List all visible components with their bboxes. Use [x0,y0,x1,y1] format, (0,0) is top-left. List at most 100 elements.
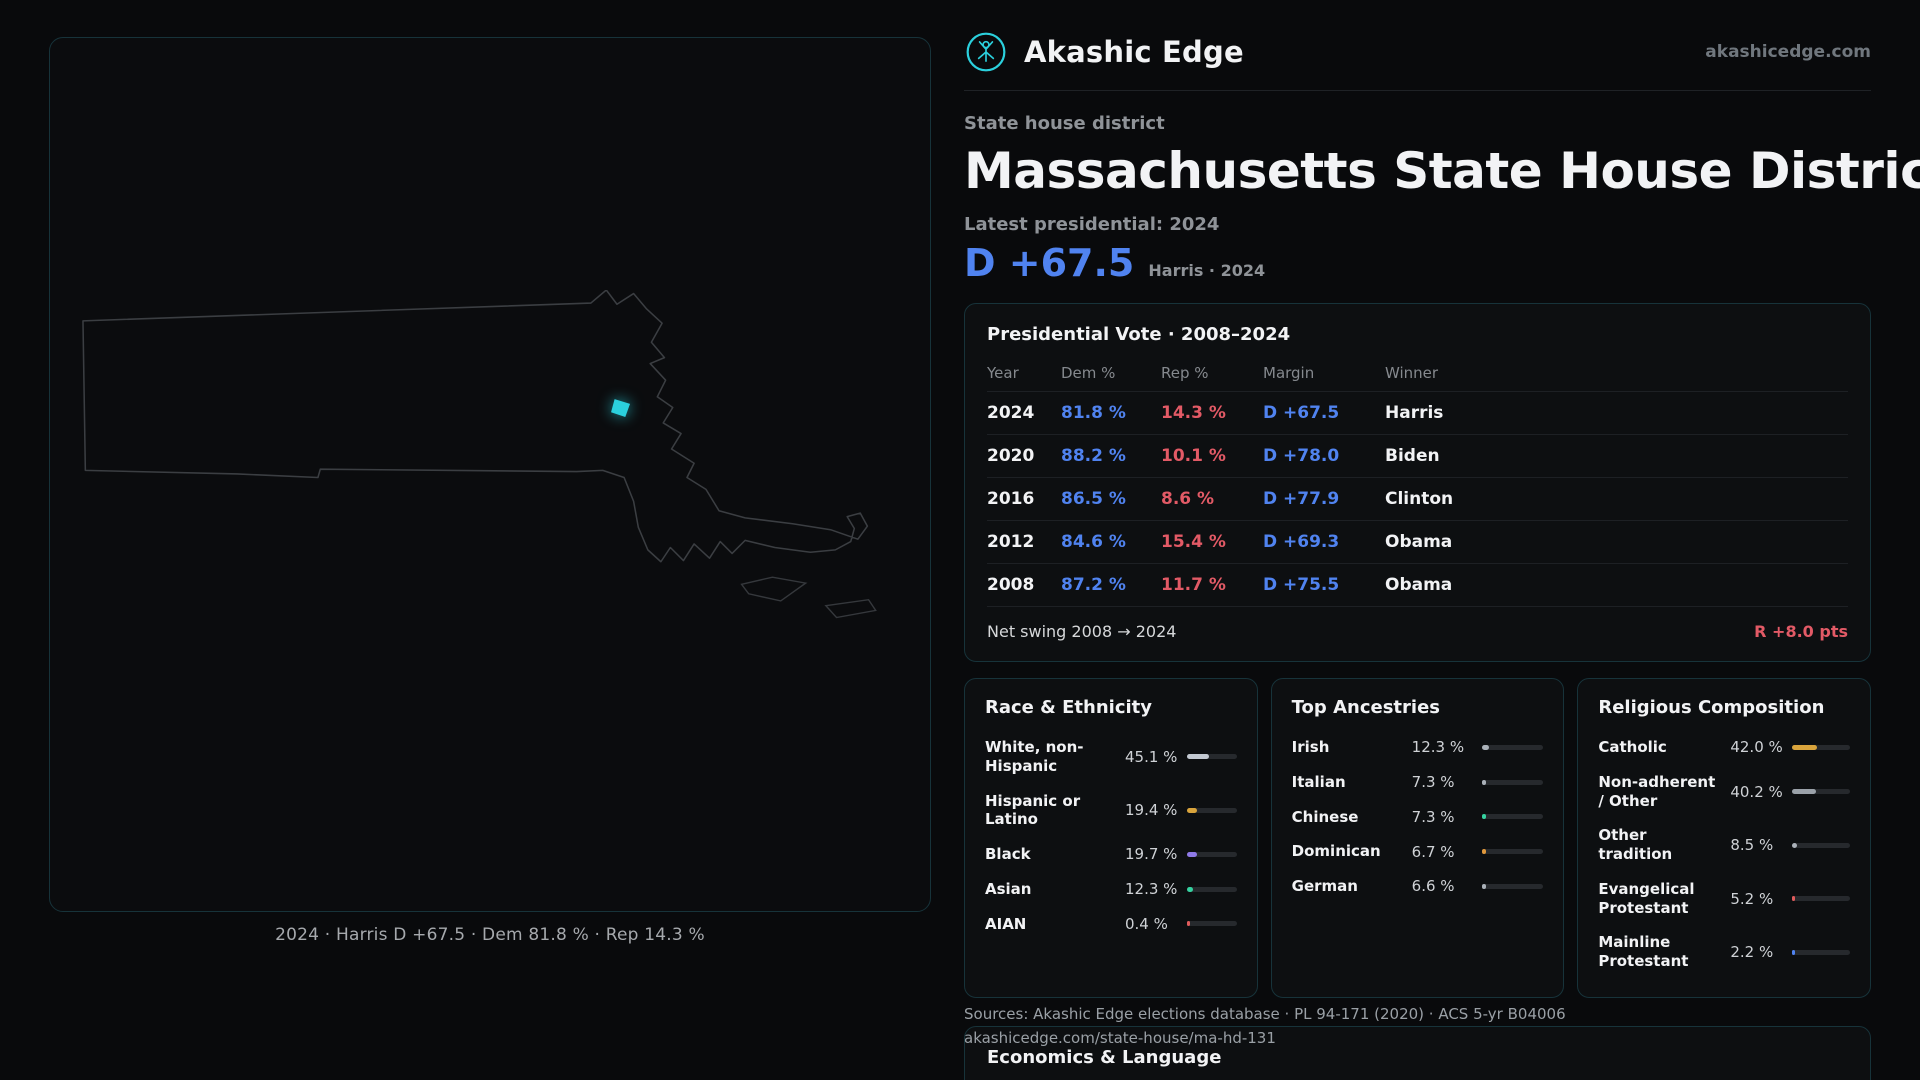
race-value: 45.1 % [1125,747,1178,766]
margin-cell: D +75.5 [1263,575,1340,595]
ancestry-bar-fill [1481,814,1487,820]
table-row: 2020 88.2 % 10.1 % D +78.0 Biden [987,435,1848,478]
year-cell: 2024 [987,403,1035,423]
headline-margin: D +67.5 Harris · 2024 [964,241,1871,285]
list-item: Evangelical Protestant 5.2 % [1598,872,1851,926]
religion-bar-fill [1792,896,1796,901]
religion-value: 40.2 % [1730,782,1783,801]
race-bar-fill [1187,851,1197,857]
race-label: Hispanic or Latino [985,791,1081,829]
religion-bar [1792,744,1851,750]
list-item: AIAN 0.4 % [985,907,1237,942]
latest-presidential-label: Latest presidential: 2024 [964,214,1220,235]
rep-cell: 14.3 % [1161,403,1226,423]
religion-list: Catholic 42.0 % Non-adherent / Other 40.… [1598,730,1851,979]
margin-cell: D +77.9 [1263,489,1340,509]
race-bar-fill [1187,921,1190,927]
demographics-section: Race & Ethnicity White, non-Hispanic 45.… [964,678,1872,998]
ancestry-bar [1481,779,1544,785]
race-value: 12.3 % [1125,880,1178,899]
year-cell: 2020 [987,446,1035,466]
ancestries-card: Top Ancestries Irish 12.3 % Italian 7.3 … [1270,678,1565,998]
list-item: Mainline Protestant 2.2 % [1598,925,1851,979]
religion-value: 5.2 % [1730,889,1774,908]
race-value: 0.4 % [1125,914,1168,933]
religion-card: Religious Composition Catholic 42.0 % No… [1577,678,1872,998]
site-header: Akashic Edge akashicedge.com [964,0,1871,74]
ancestries-card-title: Top Ancestries [1291,697,1440,718]
site-domain-link[interactable]: akashicedge.com [1705,42,1871,62]
winner-cell: Obama [1385,532,1453,552]
margin-context: Harris · 2024 [1148,261,1266,280]
dem-cell: 81.8 % [1061,403,1126,423]
religion-bar [1792,842,1851,848]
col-dem: Dem % [1061,364,1116,382]
religion-value: 2.2 % [1730,943,1774,961]
race-label: Black [985,845,1031,863]
nantucket-outline [824,598,877,619]
race-list: White, non-Hispanic 45.1 % Hispanic or L… [985,730,1237,941]
rep-cell: 11.7 % [1161,575,1226,595]
margin-cell: D +69.3 [1263,532,1340,552]
brand-name: Akashic Edge [1024,35,1244,69]
religion-label: Evangelical Protestant [1598,879,1695,917]
dem-cell: 88.2 % [1061,446,1126,466]
ancestry-value: 6.6 % [1411,877,1455,896]
ancestry-value: 7.3 % [1411,807,1455,826]
list-item: Italian 7.3 % [1292,765,1544,800]
ancestry-label: Irish [1291,738,1330,756]
table-row: 2012 84.6 % 15.4 % D +69.3 Obama [987,521,1848,564]
header-divider [964,90,1871,91]
list-item: Irish 12.3 % [1292,730,1544,765]
rep-cell: 8.6 % [1161,489,1215,509]
ancestry-label: Italian [1291,772,1346,791]
presidential-table: Year Dem % Rep % Margin Winner 2024 81.8… [987,355,1848,641]
rep-cell: 15.4 % [1161,532,1226,552]
race-value: 19.4 % [1125,801,1178,820]
list-item: Black 19.7 % [985,837,1237,872]
year-cell: 2008 [987,575,1035,595]
rep-cell: 10.1 % [1161,446,1226,466]
religion-bar [1792,949,1851,955]
col-year: Year [987,364,1019,382]
ancestry-bar [1481,814,1544,820]
religion-value: 42.0 % [1730,738,1783,757]
map-caption: 2024 · Harris D +67.5 · Dem 81.8 % · Rep… [275,925,705,945]
dem-cell: 86.5 % [1061,489,1126,509]
net-swing-value: R +8.0 pts [1754,622,1848,641]
page-title: Massachusetts State House District 131 [964,142,1920,200]
list-item: German 6.6 % [1292,869,1544,904]
winner-cell: Biden [1385,446,1440,466]
net-swing-row: Net swing 2008 → 2024 R +8.0 pts [987,607,1848,641]
race-bar [1187,851,1237,857]
race-value: 19.7 % [1125,845,1178,864]
marthas-vineyard-outline [740,576,808,602]
dem-cell: 84.6 % [1061,532,1126,552]
ancestry-bar [1481,883,1544,889]
massachusetts-map [82,290,877,619]
list-item: Asian 12.3 % [985,872,1237,907]
presidential-card-title: Presidential Vote · 2008–2024 [987,324,1291,345]
religion-label: Other tradition [1598,826,1673,863]
ancestry-label: German [1291,877,1358,895]
ancestry-bar-fill [1481,744,1490,750]
ancestry-bar-fill [1481,883,1486,889]
ancestry-label: Chinese [1291,807,1359,826]
district-highlight[interactable] [611,399,631,417]
race-card-title: Race & Ethnicity [985,697,1152,718]
ancestry-bar-fill [1481,849,1486,855]
ancestry-value: 6.7 % [1411,842,1455,861]
religion-bar [1792,789,1851,794]
race-bar [1187,807,1237,813]
ancestries-list: Irish 12.3 % Italian 7.3 % Chinese 7.3 %… [1292,730,1544,904]
col-winner: Winner [1385,364,1439,382]
year-cell: 2012 [987,532,1035,552]
winner-cell: Harris [1385,403,1444,423]
race-label: Asian [985,879,1032,898]
col-margin: Margin [1263,364,1315,382]
religion-card-title: Religious Composition [1598,697,1825,718]
section-kicker: State house district [964,113,1165,134]
detail-panel: Akashic Edge akashicedge.com State house… [964,0,1920,1080]
religion-label: Mainline Protestant [1598,933,1689,970]
dem-cell: 87.2 % [1061,575,1126,595]
